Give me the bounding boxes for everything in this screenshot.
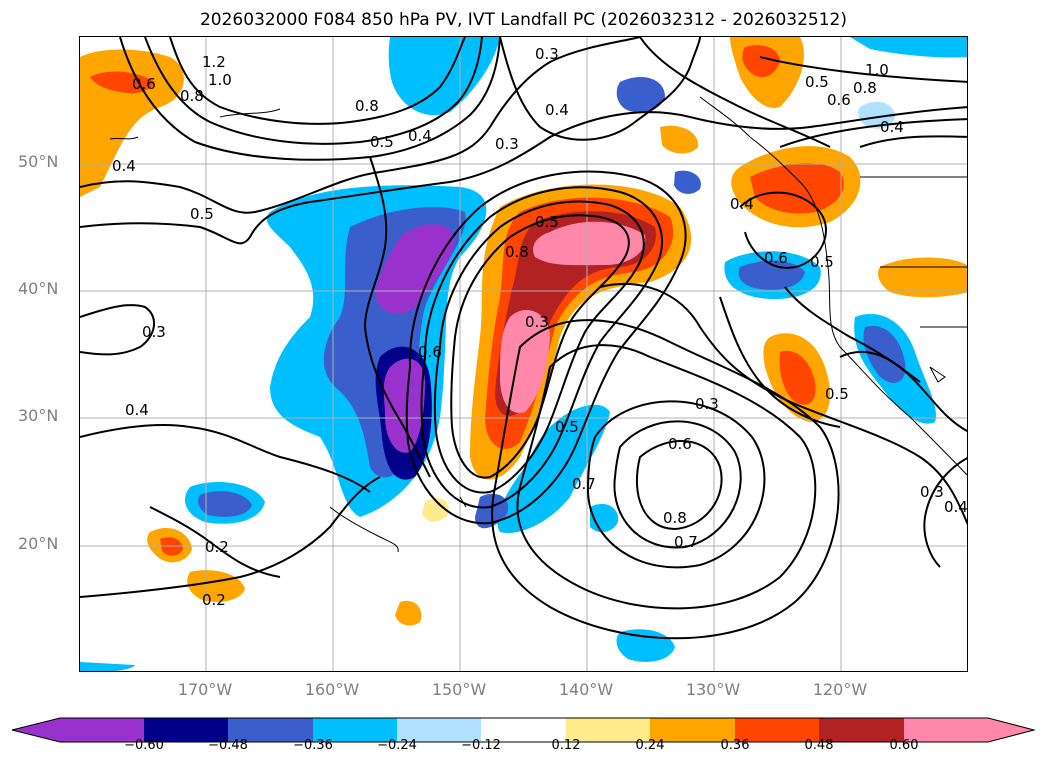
contour-label: 0.7 xyxy=(674,533,698,551)
colorbar-segment xyxy=(313,718,397,742)
colorbar-segment xyxy=(735,718,819,742)
contour-label: 0.3 xyxy=(525,313,549,331)
contour-label: 0.5 xyxy=(555,418,579,436)
contour-label: 0.6 xyxy=(418,343,442,361)
contour-label: 0.5 xyxy=(805,73,829,91)
colorbar-tick: −0.24 xyxy=(377,738,417,753)
colorbar-segment xyxy=(397,718,481,742)
coastlines xyxy=(109,96,967,553)
contour-lines xyxy=(80,37,967,640)
contour-label: 0.5 xyxy=(825,385,849,403)
map-panel: 1.2 1.0 0.8 0.6 0.8 0.5 0.4 0.3 0.4 0.3 … xyxy=(79,36,968,672)
contour-labels: 1.2 1.0 0.8 0.6 0.8 0.5 0.4 0.3 0.4 0.3 … xyxy=(112,45,968,609)
contour-label: 0.8 xyxy=(505,243,529,261)
colorbar-tick: 0.60 xyxy=(889,738,919,753)
lat-label: 40°N xyxy=(18,279,59,298)
lat-label: 50°N xyxy=(18,152,59,171)
colorbar-segment xyxy=(228,718,313,742)
colorbar-tick: 0.24 xyxy=(635,738,665,753)
contour-label: 0.3 xyxy=(920,483,944,501)
colorbar-tick: 0.36 xyxy=(720,738,750,753)
colorbar-segment xyxy=(566,718,650,742)
contour-label: 0.4 xyxy=(944,498,968,516)
contour-label: 0.4 xyxy=(730,195,754,213)
map-canvas: 1.2 1.0 0.8 0.6 0.8 0.5 0.4 0.3 0.4 0.3 … xyxy=(80,37,968,671)
contour-label: 0.6 xyxy=(132,75,156,93)
colorbar-segment xyxy=(904,718,988,742)
lon-label: 130°W xyxy=(685,680,741,699)
contour-label: 0.4 xyxy=(880,118,904,136)
colorbar-tick: −0.48 xyxy=(208,738,248,753)
contour-label: 0.4 xyxy=(545,101,569,119)
colorbar xyxy=(11,717,1036,743)
colorbar-segment xyxy=(144,718,228,742)
colorbar-segment xyxy=(60,718,144,742)
colorbar-tick: 0.48 xyxy=(804,738,834,753)
colorbar-segment xyxy=(819,718,904,742)
contour-label: 0.4 xyxy=(112,157,136,175)
contour-label: 1.2 xyxy=(202,53,226,71)
contour-label: 0.3 xyxy=(695,395,719,413)
contour-label: 0.8 xyxy=(355,97,379,115)
colorbar-tick: −0.60 xyxy=(124,738,164,753)
contour-label: 0.7 xyxy=(572,475,596,493)
contour-label: 0.4 xyxy=(408,127,432,145)
map-title: 2026032000 F084 850 hPa PV, IVT Landfall… xyxy=(199,10,847,30)
contour-label: 0.8 xyxy=(180,87,204,105)
contour-label: 1.0 xyxy=(865,61,889,79)
contour-label: 0.3 xyxy=(535,45,559,63)
contour-label: 0.5 xyxy=(810,253,834,271)
colorbar-outline xyxy=(11,717,1036,743)
contour-label: 0.6 xyxy=(827,91,851,109)
contour-label: 0.8 xyxy=(853,79,877,97)
colorbar-tick: −0.36 xyxy=(293,738,333,753)
colorbar-extend-low xyxy=(12,718,60,742)
lat-label: 20°N xyxy=(18,534,59,553)
colorbar-tick: −0.12 xyxy=(461,738,501,753)
lon-label: 120°W xyxy=(812,680,868,699)
lon-label: 150°W xyxy=(431,680,487,699)
contour-label: 0.3 xyxy=(142,323,166,341)
colorbar-segment xyxy=(481,718,566,742)
contour-label: 0.2 xyxy=(205,538,229,556)
contour-label: 0.6 xyxy=(764,249,788,267)
contour-label: 0.5 xyxy=(370,133,394,151)
lon-label: 140°W xyxy=(558,680,614,699)
contour-label: 0.4 xyxy=(125,401,149,419)
contour-label: 1.0 xyxy=(208,71,232,89)
contour-label: 0.5 xyxy=(535,213,559,231)
contour-label: 0.8 xyxy=(663,509,687,527)
colorbar-tick: 0.12 xyxy=(551,738,581,753)
colorbar-extend-high xyxy=(988,718,1034,742)
colorbar-segments xyxy=(11,717,1036,743)
colorbar-segment xyxy=(650,718,735,742)
lon-label: 170°W xyxy=(177,680,233,699)
lon-label: 160°W xyxy=(304,680,360,699)
lat-label: 30°N xyxy=(18,406,59,425)
contour-label: 0.6 xyxy=(668,435,692,453)
contour-label: 0.5 xyxy=(190,205,214,223)
contour-label: 0.3 xyxy=(495,135,519,153)
contour-label: 0.2 xyxy=(202,591,226,609)
